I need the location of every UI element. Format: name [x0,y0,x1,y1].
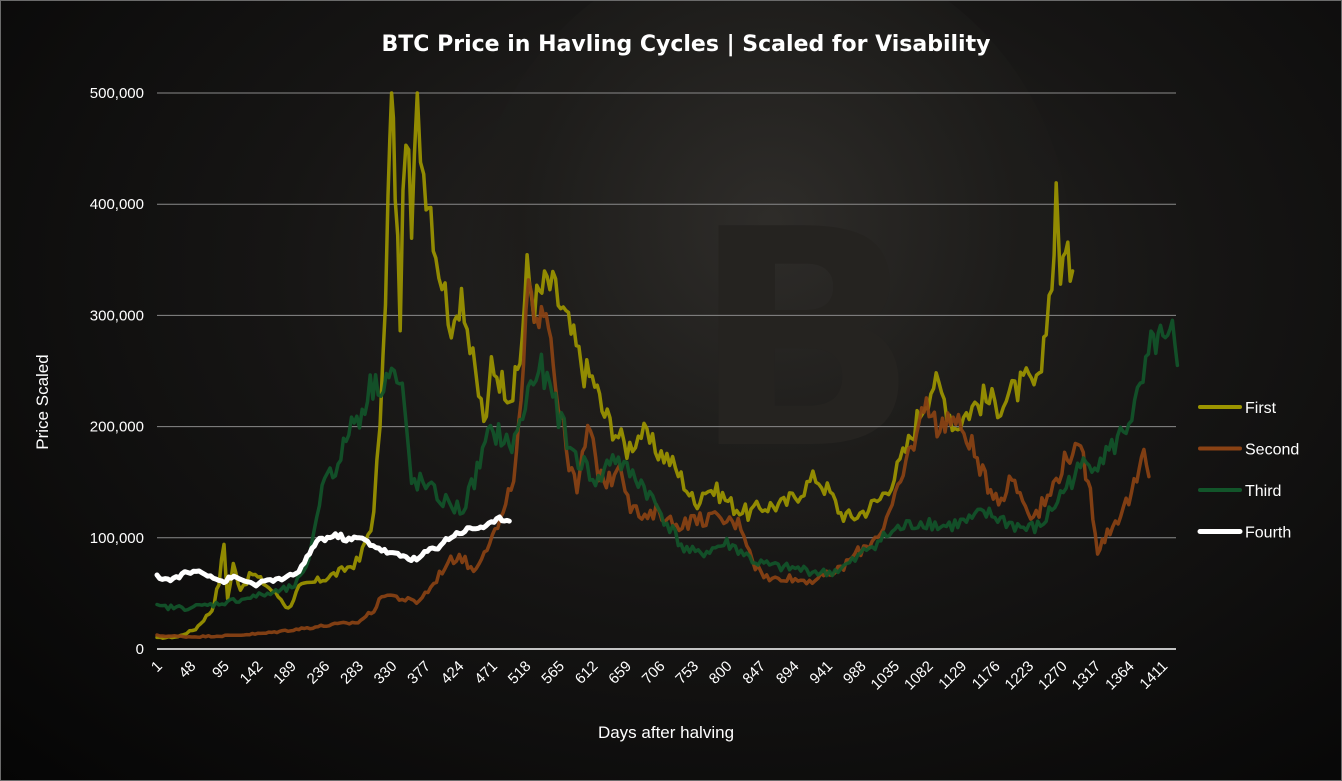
x-tick-label: 1 [148,658,166,676]
y-axis-ticks: 0 100,000 200,000 300,000 400,000 500,000 [90,85,144,658]
x-tick-label: 1176 [969,658,1004,693]
series-line-third [155,318,1180,613]
series-lines [154,91,1180,640]
x-tick-label: 518 [505,658,535,688]
x-tick-label: 800 [706,658,736,688]
x-tick-label: 847 [739,658,769,688]
x-tick-label: 753 [672,658,702,688]
legend-label-third: Third [1245,483,1281,500]
x-tick-label: 988 [840,658,870,688]
x-tick-label: 1411 [1136,658,1171,693]
legend: First Second Third Fourth [1197,400,1299,542]
x-tick-label: 1317 [1069,658,1105,694]
x-tick-label: 377 [404,658,434,688]
x-tick-label: 189 [270,658,300,688]
y-axis-label: Price Scaled [33,354,52,449]
x-tick-label: 1364 [1102,658,1138,694]
x-tick-label: 236 [304,658,334,688]
x-tick-label: 1270 [1035,658,1071,694]
x-tick-label: 142 [237,658,267,688]
x-tick-label: 1223 [1002,658,1038,694]
x-axis-label: Days after halving [598,723,734,742]
x-tick-label: 706 [639,658,669,688]
y-tick-label: 0 [136,641,144,658]
series-line-second [155,278,1151,639]
x-tick-label: 1035 [868,658,904,694]
x-tick-label: 95 [209,658,233,682]
x-tick-label: 1082 [901,658,937,694]
y-tick-label: 300,000 [90,307,144,324]
y-tick-label: 400,000 [90,196,144,213]
legend-label-first: First [1245,400,1277,417]
x-tick-label: 1129 [935,658,970,693]
background-bitcoin-symbol: B [691,166,920,515]
chart-title: BTC Price in Havling Cycles | Scaled for… [382,32,991,57]
legend-label-fourth: Fourth [1245,525,1291,542]
x-tick-label: 941 [806,658,836,688]
x-tick-label: 330 [371,658,401,688]
x-tick-label: 471 [471,658,501,688]
series-line-first [155,91,1075,640]
x-tick-label: 424 [438,658,468,688]
x-tick-label: 565 [538,658,568,688]
gridlines [157,92,1176,539]
y-tick-label: 500,000 [90,85,144,102]
series-line-fourth [154,514,512,589]
y-tick-label: 200,000 [90,419,144,436]
x-tick-label: 48 [176,658,200,682]
x-axis-ticks: 1 48 95 142 189 236 283 330 377 424 471 518 565 612 65… [148,658,1171,694]
x-tick-label: 659 [605,658,635,688]
x-tick-label: 283 [337,658,367,688]
x-tick-label: 612 [572,658,602,688]
y-tick-label: 100,000 [90,530,144,547]
x-tick-label: 894 [773,658,803,688]
legend-label-second: Second [1245,442,1299,459]
